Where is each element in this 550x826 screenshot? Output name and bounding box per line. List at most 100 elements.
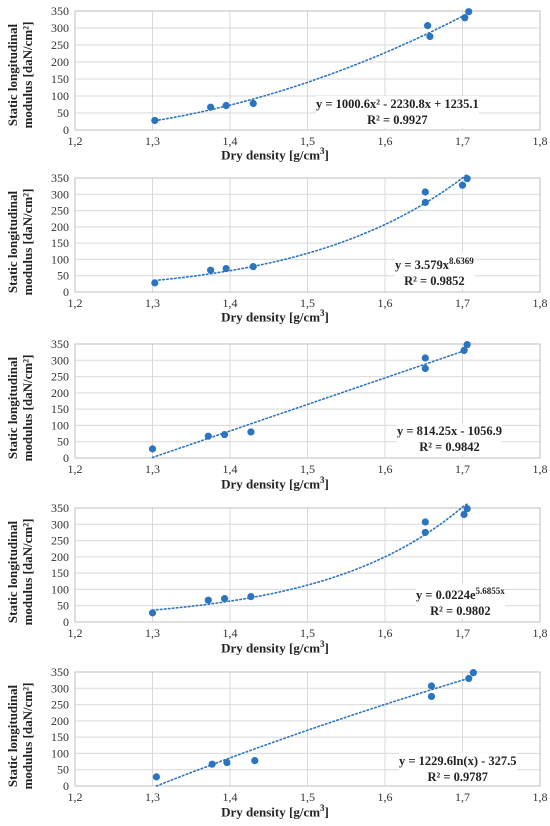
data-point	[460, 346, 468, 355]
y-axis-label: Static longitudinal modulus [daN/cm²]	[5, 682, 35, 790]
y-tick-label: 250	[51, 370, 69, 384]
x-tick-label: 1,6	[378, 296, 393, 310]
x-tick-label: 1,2	[68, 462, 83, 476]
chart-plot-4: 0 50 100 150 200 250 300 350 1,2 1,3 1,4 1,5 1,6 1,7 1…	[51, 501, 548, 640]
y-tick-label: 200	[51, 550, 69, 564]
x-tick-label: 1,3	[145, 790, 160, 804]
y-tick-label: 350	[51, 665, 69, 679]
y-tick-label: 350	[51, 4, 69, 18]
r-squared: R² = 0.9802	[430, 604, 491, 619]
y-tick-label: 150	[51, 730, 69, 744]
data-point	[223, 758, 231, 767]
plot-area-frame	[74, 343, 541, 459]
plot-area-frame	[74, 671, 541, 787]
y-tick-label: 100	[51, 89, 69, 103]
x-tick-label: 1,6	[378, 134, 393, 148]
y-tick-label: 100	[51, 582, 69, 596]
y-tick-label: 0	[63, 123, 69, 137]
y-tick-label: 350	[51, 171, 69, 185]
y-tick-label: 0	[63, 615, 69, 629]
x-axis-label: Dry density [g/cm3]	[221, 639, 329, 656]
chart-plot-1: 0 50 100 150 200 250 300 350 1,2 1,3 1,4 1,5 1,6 1,7 1…	[51, 4, 548, 148]
chart-panel-2: 0 50 100 150 200 250 300 350 1,2 1,3 1,4 1,5 1,6 1,7 1…	[0, 167, 550, 332]
data-point	[465, 674, 473, 683]
data-point	[426, 32, 434, 41]
r-squared: R² = 0.9842	[419, 440, 480, 454]
y-tick-label: 0	[63, 285, 69, 299]
data-point	[220, 430, 229, 439]
trendline-equation: y = 0.0224e5.6855x	[416, 586, 505, 603]
x-tick-label: 1,4	[223, 134, 238, 148]
r-squared: R² = 0.9787	[427, 770, 489, 784]
y-tick-label: 300	[51, 681, 69, 695]
y-tick-label: 150	[51, 236, 69, 250]
data-point	[421, 364, 429, 373]
x-tick-label: 1,8	[533, 462, 548, 476]
data-point	[463, 505, 471, 513]
chart-panel-3: 0 50 100 150 200 250 300 350 1,2 1,3 1,4 1,5 1,6 1,7 1…	[0, 333, 550, 498]
trendline-equation: y = 3.579x8.6369	[395, 256, 474, 273]
data-point	[204, 596, 212, 604]
data-point	[222, 101, 230, 110]
data-point	[458, 181, 467, 189]
y-tick-label: 0	[63, 451, 69, 465]
y-tick-label: 50	[57, 763, 69, 777]
x-tick-label: 1,7	[455, 790, 470, 804]
trendline-equation-box: y = 0.0224e5.6855x R² = 0.9802	[416, 583, 505, 620]
y-tick-label: 100	[51, 252, 69, 266]
x-tick-label: 1,2	[68, 790, 83, 804]
x-tick-label: 1,8	[533, 134, 548, 148]
y-tick-label: 200	[51, 714, 69, 728]
y-tick-label: 50	[57, 106, 69, 120]
y-tick-label: 150	[51, 72, 69, 86]
y-tick-label: 250	[51, 698, 69, 712]
r-squared: R² = 0.9852	[404, 274, 465, 289]
y-tick-label: 250	[51, 204, 69, 218]
data-point	[427, 682, 436, 690]
y-tick-label: 300	[51, 21, 69, 35]
x-tick-label: 1,3	[145, 462, 160, 476]
plot-area-frame	[74, 177, 541, 293]
trendline-equation: y = 1229.6ln(x) - 327.5	[399, 754, 517, 768]
trendline-equation-box: y = 1000.6x² - 2230.8x + 1235.1 R² = 0.9…	[316, 96, 479, 128]
y-tick-label: 50	[57, 599, 69, 613]
data-point	[421, 528, 429, 537]
data-point	[208, 760, 216, 768]
trendline-equation-box: y = 1229.6ln(x) - 327.5 R² = 0.9787	[399, 753, 517, 785]
y-tick-label: 50	[57, 269, 69, 283]
chart-panel-1: 0 50 100 150 200 250 300 350 1,2 1,3 1,4 1,5 1,6 1,7 1…	[0, 0, 550, 165]
x-tick-label: 1,6	[378, 462, 393, 476]
data-point	[251, 756, 259, 765]
y-tick-label: 350	[51, 501, 69, 515]
y-tick-label: 350	[51, 337, 69, 351]
x-tick-label: 1,3	[145, 626, 160, 640]
chart-plot-3: 0 50 100 150 200 250 300 350 1,2 1,3 1,4 1,5 1,6 1,7 1…	[51, 337, 548, 476]
trendline	[154, 12, 470, 122]
y-tick-label: 150	[51, 402, 69, 416]
y-axis-label: Static longitudinal modulus [daN/cm²]	[5, 518, 35, 626]
data-point	[220, 594, 229, 603]
data-point	[207, 266, 215, 274]
x-tick-label: 1,4	[223, 462, 238, 476]
chart-plot-5: 0 50 100 150 200 250 300 350 1,2 1,3 1,4 1,5 1,6 1,7 1…	[51, 665, 548, 804]
plot-area-frame	[74, 507, 541, 623]
y-tick-label: 200	[51, 386, 69, 400]
x-tick-label: 1,8	[533, 296, 548, 310]
plot-area-frame	[74, 10, 541, 131]
data-point	[247, 428, 255, 436]
x-tick-label: 1,5	[300, 296, 315, 310]
y-tick-label: 300	[51, 187, 69, 201]
x-tick-label: 1,7	[455, 296, 470, 310]
y-tick-label: 100	[51, 418, 69, 432]
x-tick-label: 1,2	[68, 626, 83, 640]
y-tick-label: 0	[63, 779, 69, 793]
y-axis-label: Static longitudinal modulus [daN/cm²]	[5, 188, 35, 296]
y-tick-label: 50	[57, 435, 69, 449]
data-point	[152, 773, 160, 781]
data-point	[465, 8, 473, 16]
data-point	[151, 279, 159, 287]
x-tick-label: 1,7	[455, 626, 470, 640]
y-tick-label: 100	[51, 746, 69, 760]
data-point	[463, 341, 471, 349]
data-point	[427, 692, 436, 701]
